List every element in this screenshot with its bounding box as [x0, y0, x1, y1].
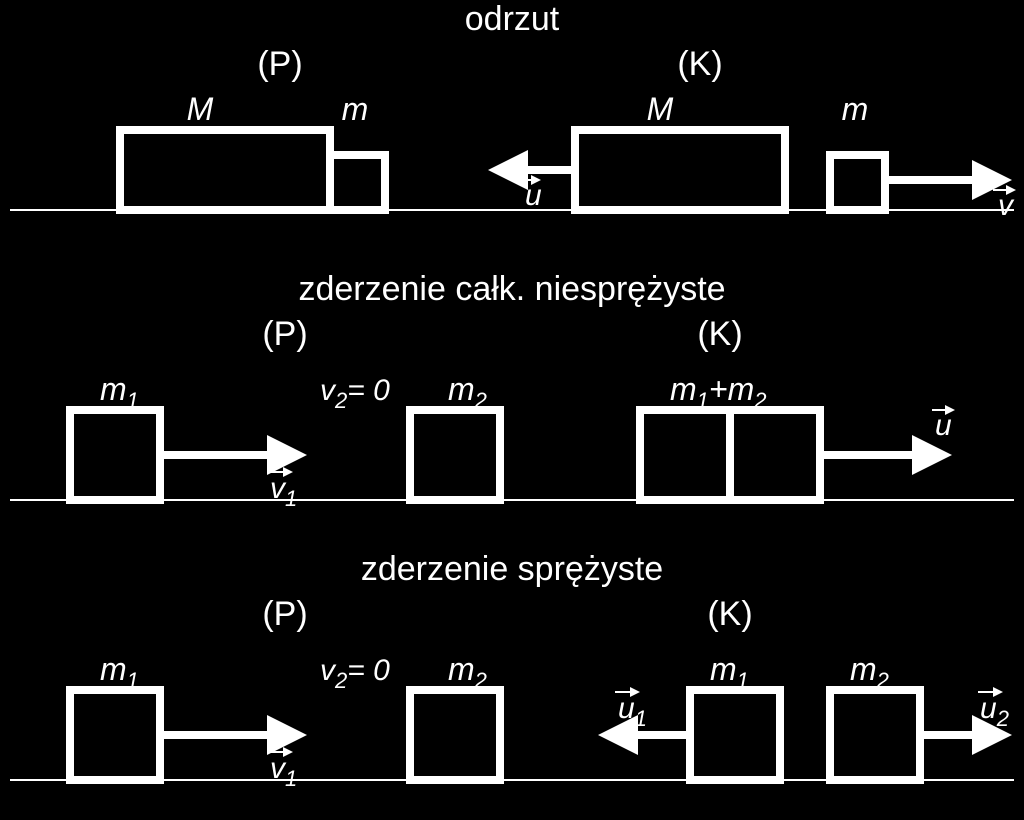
svg-text:v1: v1 [270, 752, 297, 791]
inelastic-vec-v1: v1 [268, 472, 297, 511]
inelastic-after-block1 [640, 410, 730, 500]
elastic-v2-zero: v2= 0 [320, 654, 390, 693]
elastic-after-label-m2: m2 [850, 651, 889, 693]
recoil-after-label-M: M [647, 91, 674, 127]
elastic-before-label-m1: m1 [100, 651, 139, 693]
elastic-before-label-m2: m2 [448, 651, 487, 693]
inelastic-before-label-m2: m2 [448, 371, 487, 413]
recoil-title: odrzut [465, 0, 560, 38]
recoil-before-block-m [330, 155, 385, 210]
inelastic-state-after: (K) [697, 315, 742, 353]
elastic-before-m1 [70, 690, 160, 780]
recoil-after-label-m: m [842, 91, 869, 127]
recoil-before-block-M [120, 130, 330, 210]
elastic-title: zderzenie sprężyste [361, 550, 663, 588]
elastic-vec-u2: u2 [978, 692, 1009, 731]
svg-text:v1: v1 [270, 472, 297, 511]
recoil-after-block-M [575, 130, 785, 210]
svg-text:u: u [935, 409, 952, 442]
elastic-state-before: (P) [262, 595, 307, 633]
inelastic-before-m2 [410, 410, 500, 500]
elastic-after-m1 [690, 690, 780, 780]
svg-text:u1: u1 [618, 692, 647, 731]
recoil-vec-u: u [518, 179, 542, 212]
inelastic-after-combined-label: m1+m2 [670, 371, 767, 413]
elastic-before-m2 [410, 690, 500, 780]
elastic-after-label-m1: m1 [710, 651, 749, 693]
elastic-state-after: (K) [707, 595, 752, 633]
elastic-vec-v1: v1 [268, 752, 297, 791]
recoil-state-after: (K) [677, 45, 722, 83]
recoil-before-label-M: M [187, 91, 214, 127]
recoil-state-before: (P) [257, 45, 302, 83]
inelastic-title: zderzenie całk. niesprężyste [298, 270, 725, 308]
inelastic-before-label-m1: m1 [100, 371, 139, 413]
inelastic-state-before: (P) [262, 315, 307, 353]
inelastic-v2-zero: v2= 0 [320, 374, 390, 413]
physics-diagram: odrzut (P) (K) M m M m u v zderzenie cał… [0, 0, 1024, 820]
recoil-vec-v: v [993, 189, 1015, 222]
svg-text:u2: u2 [980, 692, 1009, 731]
recoil-after-block-m [830, 155, 885, 210]
recoil-before-label-m: m [342, 91, 369, 127]
inelastic-after-block2 [730, 410, 820, 500]
elastic-after-m2 [830, 690, 920, 780]
inelastic-before-m1 [70, 410, 160, 500]
inelastic-vec-u: u [932, 409, 952, 442]
svg-text:u: u [525, 179, 542, 212]
elastic-vec-u1: u1 [615, 692, 647, 731]
svg-text:v: v [998, 189, 1015, 222]
